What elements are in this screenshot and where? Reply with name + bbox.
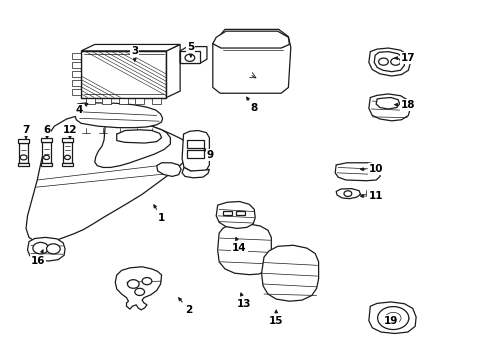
Text: 13: 13 bbox=[237, 293, 251, 309]
Bar bbox=[102, 98, 111, 104]
Bar bbox=[42, 142, 51, 163]
Text: 5: 5 bbox=[187, 42, 194, 57]
Polygon shape bbox=[375, 98, 399, 109]
Bar bbox=[119, 98, 127, 104]
Polygon shape bbox=[182, 131, 209, 172]
Polygon shape bbox=[261, 245, 318, 301]
Text: 17: 17 bbox=[394, 53, 414, 63]
Text: 10: 10 bbox=[360, 164, 383, 174]
Text: 8: 8 bbox=[246, 97, 257, 113]
Bar bbox=[19, 143, 28, 163]
Bar bbox=[72, 62, 81, 68]
Circle shape bbox=[33, 242, 48, 254]
Circle shape bbox=[20, 155, 27, 160]
Bar bbox=[235, 211, 245, 215]
Polygon shape bbox=[212, 31, 289, 48]
Circle shape bbox=[390, 58, 400, 65]
Text: 1: 1 bbox=[154, 205, 165, 222]
Text: 4: 4 bbox=[75, 103, 88, 115]
Bar bbox=[72, 53, 81, 59]
Text: 14: 14 bbox=[232, 238, 246, 253]
Circle shape bbox=[46, 244, 60, 254]
Bar bbox=[72, 89, 81, 95]
Bar bbox=[152, 98, 160, 104]
Polygon shape bbox=[26, 116, 189, 243]
Bar bbox=[86, 98, 95, 104]
Circle shape bbox=[184, 54, 194, 62]
Polygon shape bbox=[368, 94, 409, 121]
Polygon shape bbox=[334, 163, 379, 181]
Text: 11: 11 bbox=[360, 191, 383, 201]
Polygon shape bbox=[95, 120, 170, 167]
Circle shape bbox=[385, 312, 400, 324]
Text: 15: 15 bbox=[268, 310, 283, 325]
Bar bbox=[81, 51, 166, 98]
Bar bbox=[186, 150, 203, 158]
Bar bbox=[135, 98, 144, 104]
Bar bbox=[18, 139, 29, 143]
Bar bbox=[63, 142, 72, 163]
Bar bbox=[18, 163, 29, 166]
Polygon shape bbox=[216, 202, 255, 228]
Text: 3: 3 bbox=[131, 46, 138, 61]
Polygon shape bbox=[27, 237, 65, 261]
Polygon shape bbox=[368, 48, 409, 76]
Circle shape bbox=[127, 280, 139, 288]
Circle shape bbox=[378, 58, 387, 65]
Polygon shape bbox=[117, 130, 161, 143]
Text: 19: 19 bbox=[383, 316, 397, 325]
Bar bbox=[81, 51, 166, 98]
Bar bbox=[72, 80, 81, 86]
Circle shape bbox=[142, 278, 152, 285]
Polygon shape bbox=[212, 30, 290, 93]
Text: 6: 6 bbox=[43, 125, 51, 139]
Polygon shape bbox=[75, 103, 162, 128]
Circle shape bbox=[43, 155, 49, 159]
Bar bbox=[41, 138, 52, 142]
Text: 7: 7 bbox=[22, 125, 30, 139]
Circle shape bbox=[135, 288, 144, 296]
Bar bbox=[180, 51, 199, 63]
Text: 18: 18 bbox=[394, 100, 414, 110]
Polygon shape bbox=[373, 51, 404, 72]
Text: 16: 16 bbox=[31, 250, 45, 266]
Bar bbox=[41, 163, 52, 166]
Polygon shape bbox=[182, 167, 209, 178]
Circle shape bbox=[343, 191, 351, 197]
Bar bbox=[186, 140, 203, 148]
Circle shape bbox=[64, 155, 70, 159]
Text: 12: 12 bbox=[62, 125, 77, 139]
Bar bbox=[61, 138, 73, 142]
Circle shape bbox=[377, 307, 408, 329]
Polygon shape bbox=[115, 267, 161, 310]
Polygon shape bbox=[157, 163, 181, 176]
Polygon shape bbox=[335, 189, 360, 199]
Text: 2: 2 bbox=[178, 298, 192, 315]
Bar bbox=[72, 71, 81, 77]
Polygon shape bbox=[81, 44, 180, 51]
Polygon shape bbox=[368, 302, 415, 333]
Polygon shape bbox=[180, 46, 206, 63]
Bar bbox=[61, 163, 73, 166]
Polygon shape bbox=[217, 224, 271, 275]
Bar bbox=[222, 211, 232, 215]
Text: 9: 9 bbox=[203, 148, 213, 160]
Polygon shape bbox=[166, 44, 180, 98]
